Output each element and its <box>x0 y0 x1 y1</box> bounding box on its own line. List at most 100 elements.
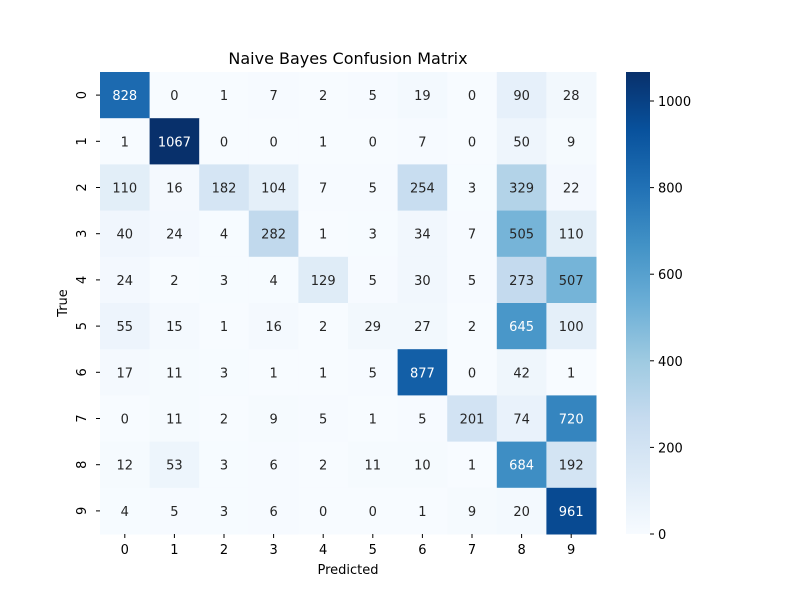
cell-value-label: 7 <box>418 135 426 150</box>
cell-value-label: 7 <box>269 89 277 104</box>
cell-value-label: 42 <box>513 366 530 381</box>
heatmap-cell <box>100 303 151 350</box>
heatmap-cell <box>149 210 200 258</box>
heatmap-cell <box>546 118 597 165</box>
heatmap-cell <box>447 487 498 535</box>
x-tick-label: 2 <box>220 543 228 558</box>
cell-value-label: 2 <box>319 320 327 335</box>
cell-value-label: 24 <box>117 274 134 289</box>
cell-value-label: 9 <box>468 505 476 520</box>
heatmap-cell <box>298 441 349 489</box>
heatmap-cell <box>397 395 448 443</box>
heatmap-cell <box>149 487 200 535</box>
cell-value-label: 0 <box>319 505 327 520</box>
cell-value-label: 192 <box>559 459 584 474</box>
cell-value-label: 0 <box>269 135 277 150</box>
cell-value-label: 5 <box>369 89 377 104</box>
cell-value-label: 100 <box>559 320 584 335</box>
heatmap-cell <box>496 349 547 396</box>
heatmap-cell <box>149 118 200 165</box>
heatmap-cell <box>298 349 349 396</box>
cell-value-label: 5 <box>319 413 327 428</box>
cell-value-label: 6 <box>269 505 277 520</box>
x-tick-label: 1 <box>170 543 178 558</box>
heatmap-cell <box>298 487 349 535</box>
cell-value-label: 4 <box>220 228 228 243</box>
cell-value-label: 4 <box>269 274 277 289</box>
cell-value-label: 17 <box>117 366 134 381</box>
heatmap-cell <box>248 349 299 396</box>
cell-value-label: 507 <box>559 274 584 289</box>
y-tick-label: 6 <box>75 368 90 376</box>
cell-value-label: 104 <box>261 182 286 197</box>
cell-value-label: 273 <box>509 274 534 289</box>
cell-value-label: 6 <box>269 459 277 474</box>
cell-value-label: 0 <box>369 505 377 520</box>
cell-value-label: 50 <box>513 135 530 150</box>
heatmap-cell <box>348 118 399 165</box>
heatmap-cell <box>199 118 250 165</box>
heatmap-cell <box>248 210 299 258</box>
cell-value-label: 11 <box>166 366 183 381</box>
heatmap-cell <box>100 487 151 535</box>
cell-value-label: 0 <box>121 413 129 428</box>
heatmap-cell <box>447 441 498 489</box>
heatmap-cell <box>100 118 151 165</box>
cell-value-label: 1 <box>567 366 575 381</box>
heatmap-cell <box>447 118 498 165</box>
cell-value-label: 1 <box>319 135 327 150</box>
cell-value-label: 40 <box>117 228 134 243</box>
y-tick-label: 5 <box>75 322 90 330</box>
cell-value-label: 53 <box>166 459 183 474</box>
heatmap-cell <box>397 72 448 119</box>
cell-value-label: 20 <box>513 505 530 520</box>
cell-value-label: 684 <box>509 459 534 474</box>
heatmap-cell <box>100 72 151 119</box>
x-axis-label: Predicted <box>317 563 378 578</box>
cell-value-label: 28 <box>563 89 580 104</box>
heatmap-cell <box>298 164 349 212</box>
cell-value-label: 645 <box>509 320 534 335</box>
cell-value-label: 3 <box>220 505 228 520</box>
heatmap-cell <box>546 256 597 304</box>
x-tick-label: 9 <box>567 543 575 558</box>
heatmap-cell <box>546 487 597 535</box>
cell-value-label: 110 <box>112 182 137 197</box>
heatmap-cell <box>149 349 200 396</box>
heatmap-cell <box>496 118 547 165</box>
heatmap-cell <box>100 349 151 396</box>
heatmap-cell <box>348 164 399 212</box>
heatmap-cell <box>199 164 250 212</box>
heatmap-cell <box>348 256 399 304</box>
heatmap-cell <box>496 487 547 535</box>
heatmap-cell <box>298 118 349 165</box>
cell-value-label: 5 <box>369 366 377 381</box>
cell-value-label: 3 <box>220 274 228 289</box>
heatmap-cell <box>546 303 597 350</box>
heatmap-cell <box>447 72 498 119</box>
heatmap-cell <box>248 487 299 535</box>
heatmap-cell <box>348 395 399 443</box>
heatmap-cell <box>199 303 250 350</box>
colorbar-tick-label: 1000 <box>658 95 691 110</box>
cell-value-label: 16 <box>265 320 282 335</box>
heatmap-cell <box>298 72 349 119</box>
cell-value-label: 828 <box>112 89 137 104</box>
x-tick-label: 0 <box>121 543 129 558</box>
y-tick-label: 2 <box>75 183 90 191</box>
heatmap-cell <box>199 441 250 489</box>
cell-value-label: 74 <box>513 413 530 428</box>
heatmap-cell <box>248 164 299 212</box>
cell-value-label: 11 <box>365 459 382 474</box>
colorbar-tick-label: 600 <box>658 268 683 283</box>
heatmap-cell <box>149 72 200 119</box>
colorbar-tick-label: 0 <box>658 528 666 543</box>
heatmap-cell <box>100 395 151 443</box>
cell-value-label: 2 <box>319 89 327 104</box>
cell-value-label: 90 <box>513 89 530 104</box>
cell-value-label: 1 <box>220 89 228 104</box>
x-tick-label: 5 <box>369 543 377 558</box>
heatmap-cell <box>248 118 299 165</box>
heatmap-cell <box>496 210 547 258</box>
heatmap-cell <box>496 256 547 304</box>
